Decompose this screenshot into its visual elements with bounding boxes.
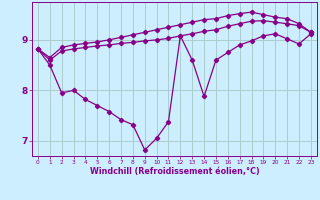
X-axis label: Windchill (Refroidissement éolien,°C): Windchill (Refroidissement éolien,°C) [90, 167, 259, 176]
